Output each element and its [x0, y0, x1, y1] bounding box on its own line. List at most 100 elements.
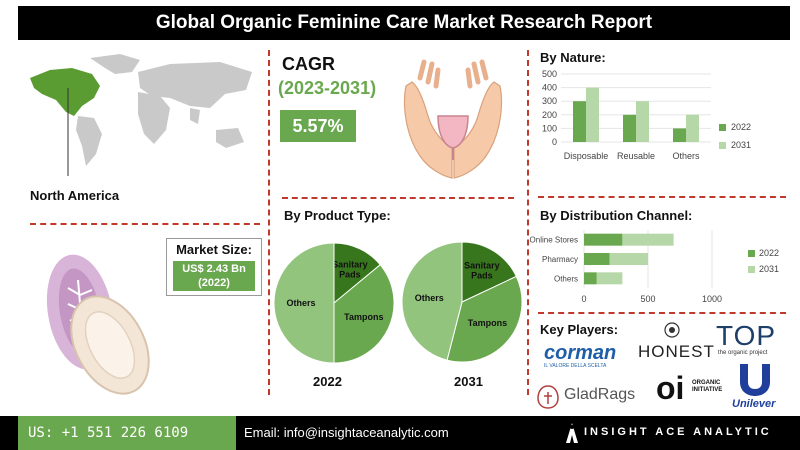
- pie-slice-label: Pads: [471, 271, 493, 281]
- pie-slice-label: Tampons: [468, 318, 507, 328]
- footer-right-bar: Email: info@insightaceanalytic.com INSIG…: [236, 416, 800, 450]
- channel-bar-chart: 0 500 1000 Online Stores Pharmacy Others 2022 2…: [530, 230, 779, 304]
- nature-ytick-label: 200: [542, 110, 557, 120]
- pie-slice-label: Others: [286, 298, 315, 308]
- nature-category-label: Others: [672, 151, 700, 161]
- hands-cup-illustration: [403, 59, 503, 179]
- by-nature-title: By Nature:: [540, 50, 606, 65]
- nature-ytick-label: 100: [542, 123, 557, 133]
- pie-slice-2022: [333, 264, 395, 364]
- report-title: Global Organic Feminine Care Market Rese…: [18, 6, 790, 40]
- nature-bar-chart: 0 100 200 300 400 500 Disposable Reusable Others…: [542, 69, 751, 161]
- channel-legend-label: 2031: [759, 264, 779, 274]
- cagr-title: CAGR: [282, 54, 335, 74]
- channel-bar-2022: [584, 272, 597, 285]
- oi-logo: oi ORGANIC INITIATIVE: [656, 370, 726, 408]
- channel-category-label: Others: [554, 274, 578, 283]
- channel-legend-label: 2022: [759, 248, 779, 258]
- channel-bar-2031: [622, 233, 674, 246]
- pie-slice-2022: [273, 242, 335, 364]
- channel-xtick-label: 0: [581, 294, 586, 304]
- sanitary-pads-illustration: [46, 254, 150, 395]
- nature-ytick-label: 300: [542, 96, 557, 106]
- pie-slice-label: Sanitary: [332, 259, 368, 269]
- nature-bar-2022: [673, 128, 686, 142]
- channel-legend-swatch: [748, 250, 755, 257]
- unilever-logo-text: Unilever: [732, 398, 776, 410]
- pie-slice-label: Pads: [339, 269, 361, 279]
- key-players-title: Key Players:: [540, 322, 619, 337]
- footer-brand: INSIGHT ACE ANALYTIC: [584, 426, 772, 438]
- world-map-icon: [30, 54, 252, 176]
- market-size-value: US$ 2.43 Bn: [182, 263, 246, 275]
- top-logo-text: TOP: [716, 320, 777, 351]
- cagr-value: 5.57%: [280, 110, 356, 142]
- cagr-period: (2023-2031): [278, 78, 377, 98]
- pie-slice-2031: [461, 241, 517, 303]
- pie-year-2031: 2031: [454, 374, 483, 389]
- channel-bar-2022: [584, 253, 610, 265]
- region-label: North America: [30, 188, 120, 203]
- nature-ytick-label: 0: [552, 137, 557, 147]
- nature-ytick-label: 500: [542, 69, 557, 79]
- nature-legend-label: 2022: [731, 122, 751, 132]
- divider-h3: [538, 196, 786, 198]
- divider-h1: [30, 223, 260, 225]
- pie-slice-2022: [333, 242, 381, 305]
- divider-v2: [527, 50, 529, 395]
- corman-logo-text: corman: [544, 342, 617, 364]
- nature-legend-swatch: [719, 142, 726, 149]
- channel-legend-swatch: [748, 266, 755, 273]
- footer-email: Email: info@insightaceanalytic.com: [244, 425, 449, 440]
- channel-bar-2031: [596, 272, 623, 285]
- oi-logo-subtitle: ORGANIC INITIATIVE: [692, 380, 723, 393]
- footer-phone: US: +1 551 226 6109: [18, 416, 236, 450]
- nature-bar-2022: [573, 101, 586, 142]
- by-channel-title: By Distribution Channel:: [540, 208, 693, 223]
- gladrags-logo-text: GladRags: [564, 386, 636, 403]
- corman-logo: corman IL VALORE DELLA SCELTA: [542, 342, 620, 370]
- divider-h2: [282, 197, 514, 199]
- product-pie-charts: SanitaryPadsTamponsOthersSanitaryPadsTam…: [273, 241, 523, 364]
- divider-h4: [538, 312, 786, 314]
- nature-legend-label: 2031: [731, 140, 751, 150]
- oi-logo-text: oi: [656, 370, 685, 406]
- channel-category-label: Pharmacy: [542, 255, 578, 264]
- gladrags-logo: GladRags: [536, 382, 636, 412]
- honest-logo-text: HONEST: [638, 342, 715, 361]
- honest-logo: HONEST: [634, 322, 715, 362]
- channel-bar-2031: [609, 253, 648, 265]
- corman-logo-subtitle: IL VALORE DELLA SCELTA: [544, 363, 607, 369]
- pie-slice-label: Sanitary: [464, 261, 500, 271]
- pie-slice-2031: [446, 275, 523, 363]
- nature-legend-swatch: [719, 124, 726, 131]
- pie-slice-2031: [401, 241, 463, 361]
- honest-emblem-icon: [664, 322, 680, 338]
- market-size-value-box: US$ 2.43 Bn (2022): [173, 261, 255, 291]
- market-size-year: (2022): [198, 277, 230, 289]
- pie-year-2022: 2022: [313, 374, 342, 389]
- unilever-emblem-icon: [740, 364, 770, 396]
- pie-slice-label: Others: [415, 293, 444, 303]
- channel-category-label: Online Stores: [530, 236, 578, 245]
- channel-xtick-label: 1000: [702, 294, 722, 304]
- nature-category-label: Reusable: [617, 151, 655, 161]
- nature-category-label: Disposable: [564, 151, 609, 161]
- divider-v1: [268, 50, 270, 395]
- north-america-highlight: [30, 68, 100, 116]
- market-size-card: Market Size: US$ 2.43 Bn (2022): [166, 238, 262, 296]
- insight-ace-logo-icon: [566, 423, 578, 443]
- nature-ytick-label: 400: [542, 83, 557, 93]
- nature-bar-2031: [686, 114, 699, 142]
- top-logo-subtitle: the organic project: [718, 350, 768, 356]
- unilever-logo: Unilever: [730, 360, 786, 412]
- nature-bar-2022: [623, 114, 636, 142]
- channel-bar-2022: [584, 233, 623, 246]
- market-size-title: Market Size:: [176, 242, 252, 257]
- channel-xtick-label: 500: [640, 294, 655, 304]
- top-logo: TOP the organic project: [716, 320, 790, 360]
- pie-slice-label: Tampons: [344, 312, 383, 322]
- gladrags-emblem-icon: [537, 385, 559, 409]
- nature-bar-2031: [586, 87, 599, 142]
- nature-bar-2031: [636, 101, 649, 142]
